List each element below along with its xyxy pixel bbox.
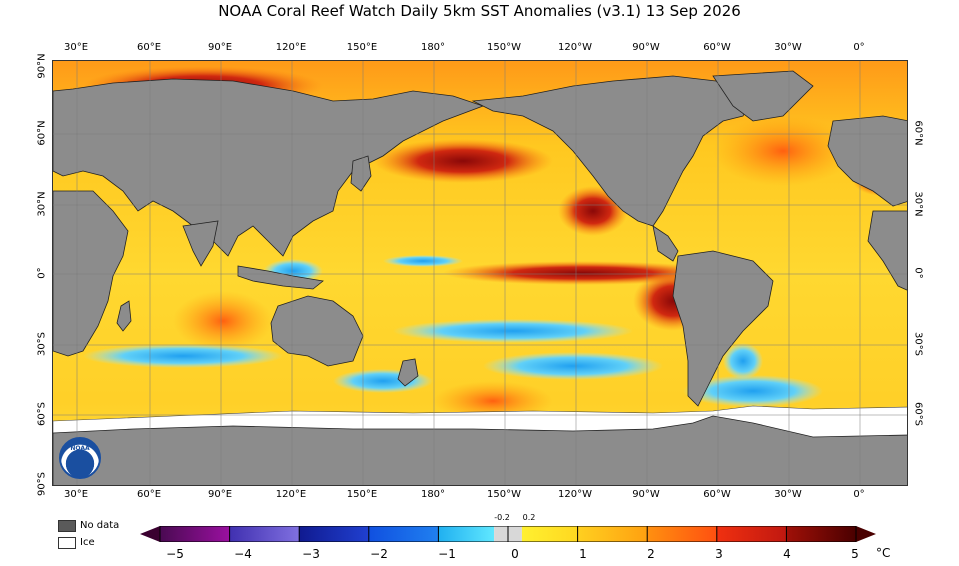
colorbar-unit: °C [876, 546, 891, 560]
map-title: NOAA Coral Reef Watch Daily 5km SST Anom… [218, 2, 741, 20]
anomaly-cool-south-pacific [393, 319, 633, 343]
lon-label: 180° [420, 489, 446, 500]
land-central-america [652, 225, 679, 262]
lat-label: 60°S [36, 401, 48, 427]
colorbar-border [159, 526, 857, 542]
graticule [53, 61, 907, 485]
lon-label: 120°E [275, 42, 307, 53]
land-new-zealand [397, 358, 419, 387]
colorbar-tick: −4 [234, 547, 252, 561]
lon-label: 30°E [63, 42, 89, 53]
legend-no-data-label: No data [80, 520, 120, 531]
lat-label: 30°S [36, 331, 48, 357]
land-south-america [672, 250, 774, 407]
colorbar-tick: −1 [438, 547, 456, 561]
anomaly-cool-sw-atlantic [723, 343, 763, 379]
sst-anomaly-map[interactable]: NOAA [52, 60, 908, 486]
anomaly-cool-southern-ocean [83, 344, 283, 368]
land-india [182, 220, 219, 267]
lon-label: 0° [853, 42, 865, 53]
colorbar-tick: −2 [370, 547, 388, 561]
colorbar-tick: −3 [302, 547, 320, 561]
land-masses [53, 70, 907, 407]
colorbar-segment [647, 526, 717, 542]
colorbar-tick: −5 [166, 547, 184, 561]
lon-label: 150°E [346, 489, 378, 500]
land-antarctica [53, 415, 907, 485]
lat-label: 0° [912, 267, 924, 279]
lon-label: 60°W [703, 42, 731, 53]
lon-label: 0° [853, 489, 865, 500]
lon-label: 90°E [207, 489, 233, 500]
legend-ice-swatch [58, 537, 76, 549]
lon-label: 30°W [774, 489, 802, 500]
lat-label: 30°S [912, 331, 924, 357]
anomaly-warm-north-atlantic [713, 116, 853, 186]
legend-no-data-swatch [58, 520, 76, 532]
lat-label: 60°N [36, 120, 48, 146]
lon-label: 180° [420, 42, 446, 53]
noaa-logo: NOAA [59, 437, 101, 479]
lon-label: 90°W [632, 42, 660, 53]
noaa-logo-text: NOAA [70, 445, 90, 452]
land-indonesia [237, 265, 324, 290]
anomaly-warm-indian [173, 291, 273, 351]
colorbar-extend-high [856, 526, 876, 542]
colorbar-label-plus-0-2: 0.2 [522, 513, 536, 522]
legend-ice-label: Ice [80, 537, 95, 548]
land-greenland [712, 70, 814, 122]
lon-label: 90°W [632, 489, 660, 500]
colorbar-tick: 0 [511, 547, 519, 561]
colorbar-segment [716, 526, 787, 542]
land-australia [270, 295, 364, 367]
lon-label: 60°E [136, 489, 162, 500]
land-japan [350, 155, 372, 192]
lon-label: 150°E [346, 42, 378, 53]
colorbar-segment [786, 526, 856, 542]
lat-label: 0° [36, 267, 48, 279]
colorbar-segment [160, 526, 230, 542]
colorbar-segment [577, 526, 648, 542]
land-africa [53, 190, 129, 357]
lon-label: 60°E [136, 42, 162, 53]
colorbar-extend-low [140, 526, 160, 542]
lat-label: 60°S [912, 401, 924, 427]
colorbar-segment [438, 526, 495, 542]
lon-label: 120°W [558, 42, 592, 53]
colorbar-segment [229, 526, 300, 542]
colorbar-label-minus-0-2: -0.2 [494, 513, 510, 522]
lon-label: 150°W [487, 489, 521, 500]
anomaly-cool-se-pacific [483, 352, 663, 380]
land-eurasia [53, 78, 485, 257]
lon-label: 150°W [487, 42, 521, 53]
land-west-africa [867, 210, 907, 291]
colorbar-segment [521, 526, 578, 542]
land-europe-west [827, 115, 907, 207]
colorbar-tick: 5 [851, 547, 859, 561]
lon-label: 120°E [275, 489, 307, 500]
colorbar-tick: 2 [647, 547, 655, 561]
colorbar-tick: 4 [783, 547, 791, 561]
land-madagascar [116, 300, 132, 332]
land-north-america [471, 75, 754, 227]
anomaly-hotspot-north-pacific [373, 139, 553, 183]
colorbar-segment [299, 526, 369, 542]
colorbar [140, 526, 876, 542]
lat-label: 60°N [912, 120, 924, 146]
colorbar-tick: 3 [715, 547, 723, 561]
anomaly-cool-equatorial-w [383, 255, 463, 267]
lat-label: 90°N [36, 53, 48, 79]
lon-label: 90°E [207, 42, 233, 53]
colorbar-tick: 1 [579, 547, 587, 561]
lon-label: 30°E [63, 489, 89, 500]
lat-label: 90°S [36, 471, 48, 497]
lon-label: 60°W [703, 489, 731, 500]
lat-label: 30°N [912, 191, 924, 217]
anomaly-cool-tasman [333, 369, 433, 393]
lon-label: 30°W [774, 42, 802, 53]
lat-label: 30°N [36, 191, 48, 217]
lon-label: 120°W [558, 489, 592, 500]
colorbar-segment [368, 526, 439, 542]
